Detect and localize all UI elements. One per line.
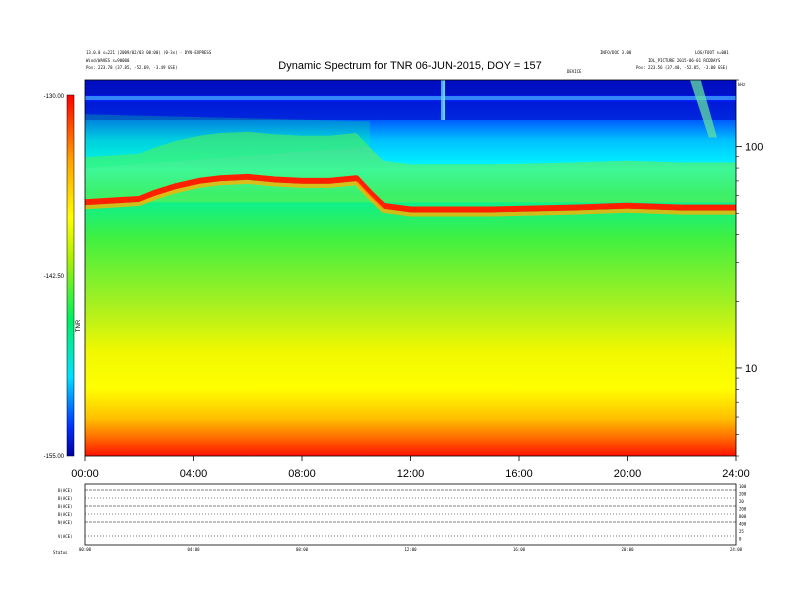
colorbar-tick-top: -130.00	[44, 94, 65, 100]
y-axis: 100 10	[736, 79, 763, 457]
panel-right-label-4: 800	[739, 514, 747, 519]
panel-right-label-1: 200	[739, 492, 747, 497]
header-right-top-2: LOG/FOOT s=001	[695, 50, 729, 55]
plasma-line-glow	[84, 179, 736, 217]
cyan-region	[85, 114, 370, 169]
spectrogram-features	[85, 80, 736, 203]
dark-band-top	[85, 80, 736, 95]
panel-right-label-2: 20	[739, 499, 744, 504]
corner-unit-label: kHz	[738, 82, 746, 87]
device-label: DEVICE	[567, 69, 582, 74]
colorbar-tick-mid: -142.50	[44, 274, 65, 280]
panel-label-6: Status	[53, 550, 68, 555]
x-tick-label-6: 24:00	[722, 468, 750, 480]
x-axis: 00:00 04:00 08:00 12:00 16:00 20:00 24:00	[71, 456, 750, 480]
panel-x-label-5: 20:00	[621, 547, 634, 552]
colorbar-tick-bottom: -155.00	[44, 454, 65, 460]
header-left-line-2: Wind/WAVES s=90000	[86, 58, 130, 63]
panel-right-label-5: 400	[739, 522, 747, 527]
y-tick-label-0: 100	[745, 142, 763, 154]
panel-right-label-3: 200	[739, 507, 747, 512]
spectrogram-plot	[84, 79, 737, 457]
x-tick-label-1: 04:00	[180, 468, 208, 480]
x-tick-label-2: 08:00	[288, 468, 316, 480]
light-band-horizontal	[85, 96, 736, 100]
header-left-line-3: Pos: 223.78 (37.85, -52.69, -3.49 GSE)	[86, 65, 178, 70]
vertical-burst-b	[443, 80, 446, 120]
colorbar	[66, 94, 75, 457]
solar-wind-panel-frame	[84, 483, 737, 546]
colorbar-label: TNR	[76, 319, 82, 332]
header-right-top-1: INFO/DOC 3.00	[600, 50, 632, 55]
x-tick-label-0: 00:00	[71, 468, 99, 480]
dark-band-second	[85, 102, 736, 120]
panel-label-5: V(ACE)	[58, 534, 72, 539]
x-tick-label-4: 16:00	[505, 468, 533, 480]
panel-right-label-7: 0	[739, 537, 742, 542]
panel-x-label-2: 08:00	[296, 547, 309, 552]
panel-right-label-6: 25	[739, 529, 744, 534]
y-tick-label-1: 10	[745, 363, 757, 375]
panel-label-1: B(ACE)	[58, 496, 72, 501]
panel-label-3: B(ACE)	[58, 512, 72, 517]
panel-x-label-6: 24:00	[730, 547, 743, 552]
panel-x-label-3: 12:00	[404, 547, 417, 552]
header-right-line-2: IDL_PICTURE 2015-06-01 RCDDAYS	[648, 58, 721, 63]
solar-wind-panel: B(ACE) B(ACE) B(ACE) B(ACE) N(ACE) V(ACE) Stat…	[53, 483, 747, 555]
chart-title: Dynamic Spectrum for TNR 06-JUN-2015, DO…	[278, 60, 541, 72]
panel-label-0: B(ACE)	[58, 488, 72, 493]
header-right-line-3: Pos: 223.56 (37.40, -52.85, -3.00 GSE)	[636, 65, 728, 70]
panel-right-label-0: 100	[739, 484, 747, 489]
panel-x-label-1: 04:00	[187, 547, 200, 552]
plasma-line-band	[84, 173, 736, 213]
vertical-burst-a	[441, 80, 445, 120]
panel-x-label-0: 00:00	[79, 547, 92, 552]
x-tick-label-3: 12:00	[397, 468, 425, 480]
green-bump-region	[85, 131, 736, 203]
header-left-line-1: 13.0.0 s=221 (2009/02/03 00:00) (0-3x) -…	[86, 50, 212, 55]
type-iii-burst	[689, 80, 718, 138]
panel-label-2: B(ACE)	[58, 504, 72, 509]
x-tick-label-5: 20:00	[614, 468, 642, 480]
panel-x-label-4: 16:00	[513, 547, 526, 552]
panel-label-4: N(ACE)	[58, 520, 72, 525]
